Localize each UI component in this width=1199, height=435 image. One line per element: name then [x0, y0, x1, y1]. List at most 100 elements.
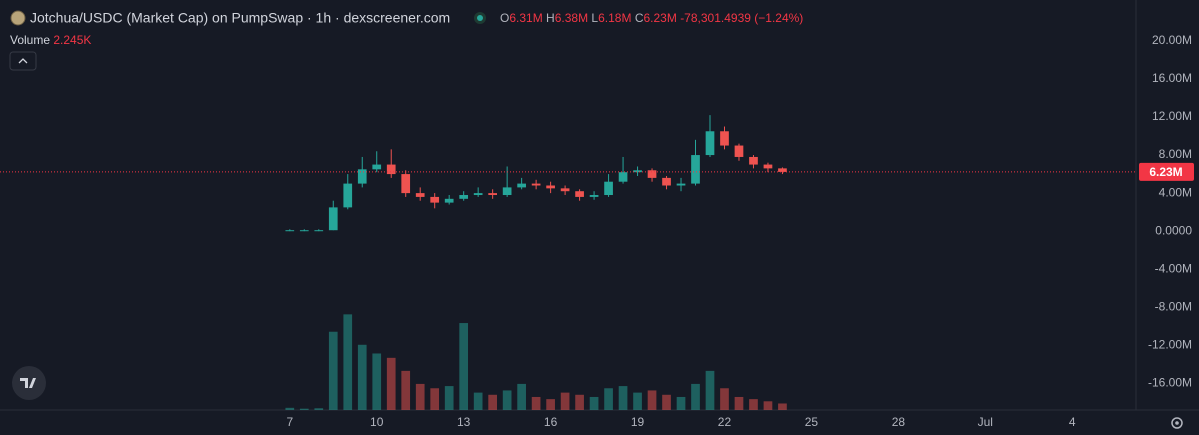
ohlc-key: C [635, 11, 644, 25]
volume-bar [430, 388, 440, 410]
coin-icon [10, 10, 26, 26]
volume-bar [415, 383, 425, 410]
volume-bar [778, 403, 787, 410]
volume-bar [734, 396, 744, 410]
x-tick-label: 16 [544, 415, 558, 429]
volume-bar [473, 392, 483, 410]
candle-body [734, 145, 744, 157]
candle-body [749, 156, 758, 165]
candle-body [502, 187, 512, 196]
y-tick-label: -8.00M [1155, 299, 1192, 313]
volume-bar [560, 392, 570, 410]
candle-body [285, 230, 295, 232]
volume-bar [357, 344, 367, 410]
volume-key: Volume [10, 33, 50, 47]
x-tick-label: 28 [892, 415, 906, 429]
volume-bar [502, 390, 512, 410]
price-tag-label: 6.23M [1149, 165, 1182, 179]
y-tick-label: 0.0000 [1155, 223, 1192, 237]
volume-bar [531, 396, 541, 410]
candle-body [531, 183, 541, 186]
ohlc-key: L [591, 11, 598, 25]
volume-bar [401, 370, 411, 410]
candle-body [459, 195, 469, 199]
chart-title: Jotchua/USDC (Market Cap) on PumpSwap · … [30, 10, 450, 26]
x-tick-label: 22 [718, 415, 732, 429]
volume-bar [546, 399, 555, 410]
change: -78,301.4939 [680, 11, 751, 25]
collapse-icon [18, 58, 28, 64]
volume-bar [691, 383, 700, 410]
volume-label: Volume 2.245K [10, 33, 91, 47]
candle-body [618, 172, 628, 182]
volume-bar [372, 353, 382, 410]
volume-bar [589, 396, 599, 410]
ohlc-value: 6.18M [598, 11, 631, 25]
candle-body [546, 185, 555, 189]
volume-bar [517, 383, 526, 410]
volume-bar [618, 386, 628, 410]
y-tick-label: 20.00M [1152, 33, 1192, 47]
candle-body [517, 183, 526, 188]
volume-bar [299, 408, 309, 410]
candle-body [328, 207, 338, 231]
candle-body [444, 198, 454, 203]
y-tick-label: -12.00M [1148, 337, 1192, 351]
collapse-button[interactable] [9, 51, 37, 71]
volume-bar [488, 394, 497, 410]
candle-body [299, 230, 309, 232]
y-tick-label: 8.00M [1159, 147, 1192, 161]
y-tick-label: 16.00M [1152, 71, 1192, 85]
tv-logo[interactable] [12, 366, 46, 400]
volume-bar [763, 401, 773, 410]
volume-bar [386, 357, 396, 410]
candle-body [604, 181, 613, 196]
x-tick-label: Jul [978, 415, 993, 429]
candle-body [705, 131, 715, 156]
ohlc-value: 6.23M [643, 11, 676, 25]
candle-body [560, 188, 570, 192]
candle-body [314, 230, 324, 232]
ohlc-value: 6.31M [509, 11, 542, 25]
volume-bar [314, 408, 324, 410]
candle-body [633, 170, 642, 173]
y-tick-label: 4.00M [1159, 185, 1192, 199]
candle-body [575, 191, 584, 197]
volume-bar [633, 392, 642, 410]
tv-logo-mark [20, 378, 36, 388]
ohlc-key: O [500, 11, 509, 25]
candle-body [691, 155, 700, 184]
y-tick-label: -4.00M [1155, 261, 1192, 275]
x-tick-label: 10 [370, 415, 384, 429]
volume-bar [459, 323, 469, 410]
candle-body [415, 193, 425, 197]
price-tag [1139, 162, 1194, 181]
candle-body [589, 195, 599, 197]
volume-bar [343, 314, 353, 410]
volume-bar [749, 399, 758, 410]
candle-body [473, 193, 483, 196]
ohlc-key: H [546, 11, 555, 25]
volume-bar [676, 396, 686, 410]
candle-body [778, 168, 787, 172]
volume-bar [285, 407, 295, 410]
candle-body [647, 170, 657, 178]
y-tick-label: 12.00M [1152, 109, 1192, 123]
ohlc-value: 6.38M [555, 11, 588, 25]
volume-bar [444, 386, 454, 410]
candle-body [386, 164, 396, 175]
change-pct: (−1.24%) [754, 11, 803, 25]
x-tick-label: 4 [1069, 415, 1076, 429]
volume-bar [328, 331, 338, 410]
y-tick-label: -16.00M [1148, 376, 1192, 390]
candle-body [720, 131, 729, 146]
volume-bar [604, 388, 613, 410]
candle-body [372, 164, 382, 170]
volume-bar [575, 394, 584, 410]
settings-icon[interactable] [1171, 417, 1183, 429]
volume-bar [720, 388, 729, 410]
volume-bar [647, 390, 657, 410]
settings-icon-center [1175, 421, 1179, 425]
